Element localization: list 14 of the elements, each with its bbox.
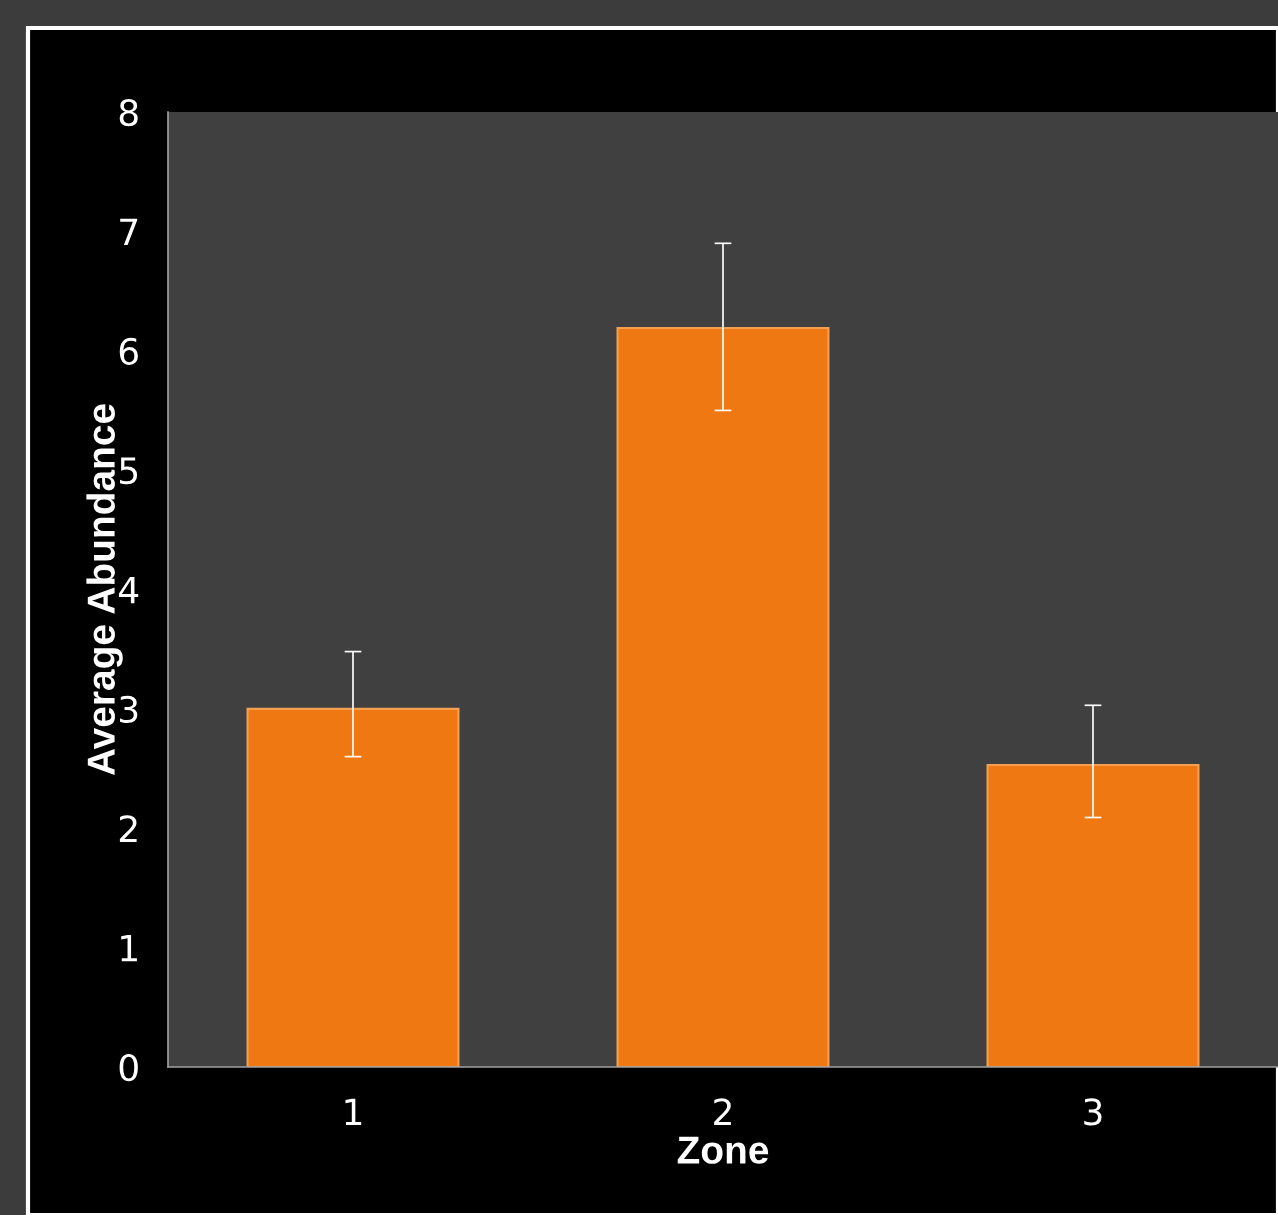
bar <box>616 327 830 1067</box>
y-tick-label: 1 <box>121 935 137 962</box>
x-tick-label: 3 <box>1084 1098 1102 1126</box>
y-tick-label: 7 <box>120 218 138 246</box>
bar <box>246 707 460 1067</box>
y-tick-label: 0 <box>119 1053 138 1082</box>
y-tick-label: 2 <box>119 815 137 842</box>
bar <box>986 763 1200 1067</box>
x-tick-label: 2 <box>714 1098 731 1125</box>
x-tick-label: 1 <box>345 1098 362 1125</box>
y-tick-label: 8 <box>119 98 138 127</box>
y-tick-label: 5 <box>120 457 138 485</box>
x-axis-title: Zone <box>677 1136 769 1164</box>
y-tick-label: 6 <box>119 337 138 365</box>
